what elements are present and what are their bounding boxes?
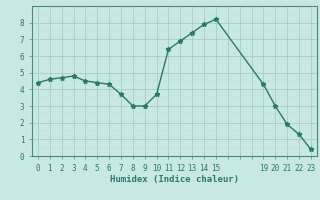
X-axis label: Humidex (Indice chaleur): Humidex (Indice chaleur) bbox=[110, 175, 239, 184]
